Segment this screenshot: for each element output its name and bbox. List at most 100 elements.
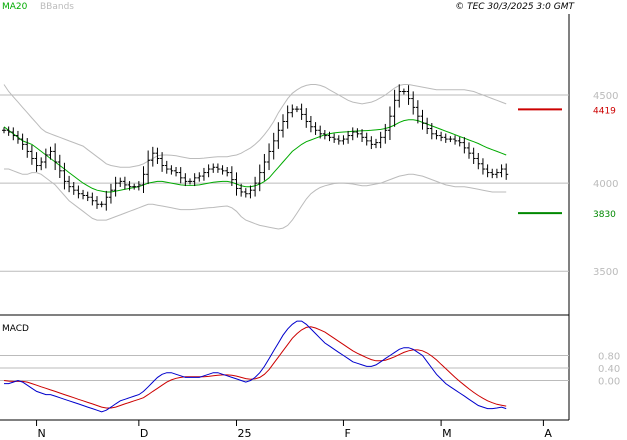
ohlc-bar bbox=[401, 88, 406, 95]
price-y-ticks: 4500 4000 3500 bbox=[593, 91, 618, 278]
price-y-tick-label: 3500 bbox=[593, 267, 618, 278]
ohlc-bar bbox=[141, 166, 146, 193]
ohlc-bar bbox=[6, 126, 11, 136]
ohlc-bar bbox=[192, 173, 197, 187]
ohlc-bar bbox=[155, 147, 160, 164]
ohlc-bar bbox=[234, 172, 239, 196]
ohlc-bar bbox=[299, 103, 304, 120]
ohlc-bar bbox=[220, 165, 225, 175]
ohlc-bar bbox=[378, 131, 383, 149]
ohlc-bar bbox=[397, 84, 402, 108]
ohlc-bar bbox=[443, 133, 448, 143]
ohlc-bar bbox=[257, 164, 262, 192]
ohlc-bar bbox=[206, 164, 211, 178]
ohlc-bar bbox=[57, 154, 62, 178]
ohlc-bar bbox=[183, 173, 188, 187]
ohlc-bar bbox=[11, 127, 16, 141]
macd-y-tick-label: 0.80 bbox=[598, 352, 620, 363]
ohlc-bar bbox=[132, 183, 137, 190]
ohlc-bar bbox=[118, 177, 123, 187]
x-ticks: N D 25 F M A bbox=[36, 420, 552, 440]
ohlc-bar bbox=[150, 146, 155, 167]
support-resistance-layer: 4419 3830 bbox=[518, 106, 616, 220]
ohlc-bar bbox=[48, 146, 53, 160]
ohlc-bar bbox=[364, 132, 369, 146]
ohlc-bar bbox=[350, 127, 355, 141]
macd-y-tick-label: 0.40 bbox=[598, 364, 620, 375]
ohlc-bar bbox=[197, 172, 202, 182]
bband-upper-line bbox=[3, 84, 507, 168]
ohlc-bar bbox=[471, 147, 476, 164]
price-y-tick-label: 4500 bbox=[593, 91, 618, 102]
ohlc-bar bbox=[25, 138, 30, 158]
resistance-label: 4419 bbox=[593, 106, 616, 116]
ohlc-bar bbox=[81, 189, 86, 200]
ohlc-bar bbox=[276, 122, 281, 149]
x-tick-label: 25 bbox=[238, 427, 252, 440]
ohlc-bar bbox=[39, 157, 44, 171]
x-tick-label: F bbox=[344, 427, 350, 440]
ohlc-bar bbox=[215, 163, 220, 173]
ohlc-bar bbox=[146, 150, 151, 185]
ma20-legend: MA20 bbox=[2, 2, 28, 12]
ohlc-bar bbox=[392, 89, 397, 127]
ohlc-bar bbox=[160, 152, 165, 172]
ohlc-bar bbox=[2, 127, 6, 134]
ohlc-bar bbox=[281, 114, 285, 138]
ohlc-bar bbox=[341, 135, 346, 145]
ohlc-bar bbox=[439, 131, 444, 142]
ohlc-bar bbox=[387, 106, 392, 141]
ohlc-bar bbox=[332, 133, 337, 143]
bbands-layer bbox=[3, 84, 507, 230]
ohlc-bar bbox=[248, 185, 253, 199]
ohlc-bar bbox=[262, 153, 267, 181]
ohlc-bar bbox=[43, 148, 48, 169]
ohlc-bar bbox=[267, 143, 272, 171]
ohlc-bar bbox=[499, 164, 504, 178]
macd-main-line bbox=[4, 320, 507, 413]
ohlc-bar bbox=[346, 130, 351, 144]
ohlc-bar bbox=[415, 100, 420, 124]
ohlc-bar bbox=[290, 104, 295, 118]
ohlc-bar bbox=[480, 158, 485, 175]
ohlc-bar bbox=[90, 192, 95, 206]
ohlc-bar bbox=[20, 133, 25, 150]
ohlc-bar bbox=[294, 106, 299, 113]
ohlc-bar bbox=[188, 178, 192, 185]
ohlc-bar bbox=[308, 115, 313, 133]
ohlc-bar bbox=[336, 135, 341, 145]
ohlc-bar bbox=[225, 167, 230, 177]
ohlc-bar bbox=[429, 123, 434, 140]
ohlc-bar bbox=[53, 143, 58, 171]
ohlc-bar bbox=[434, 130, 439, 140]
ohlc-bar bbox=[453, 135, 458, 145]
ohlc-bar bbox=[462, 137, 467, 154]
bband-lower-line bbox=[4, 168, 507, 230]
ohlc-bar bbox=[104, 190, 109, 211]
ohlc-bar bbox=[71, 182, 76, 195]
ohlc-bar bbox=[322, 130, 327, 140]
ohlc-bar bbox=[448, 136, 453, 143]
ohlc-bar bbox=[369, 136, 374, 150]
ohlc-bar bbox=[490, 168, 495, 179]
ohlc-bar bbox=[29, 145, 34, 165]
price-grid bbox=[0, 94, 569, 272]
bbands-legend: BBands bbox=[40, 2, 74, 12]
x-tick-label: N bbox=[38, 427, 46, 440]
ohlc-bar bbox=[15, 130, 20, 144]
copyright-text: © TEC 30/3/2025 3:0 GMT bbox=[455, 2, 575, 12]
ohlc-bar bbox=[211, 163, 216, 173]
ohlc-bar bbox=[374, 138, 378, 149]
price-bars-layer bbox=[2, 84, 509, 211]
ohlc-bar bbox=[201, 167, 206, 181]
ohlc-bar bbox=[169, 165, 174, 175]
ohlc-bar bbox=[355, 128, 360, 138]
ohlc-bar bbox=[304, 108, 309, 128]
ohlc-bar bbox=[494, 168, 499, 179]
ohlc-bar bbox=[178, 167, 183, 184]
ohlc-bar bbox=[113, 176, 118, 197]
ohlc-bar bbox=[420, 109, 425, 130]
ohlc-bar bbox=[122, 176, 127, 190]
ohlc-bar bbox=[239, 183, 244, 197]
